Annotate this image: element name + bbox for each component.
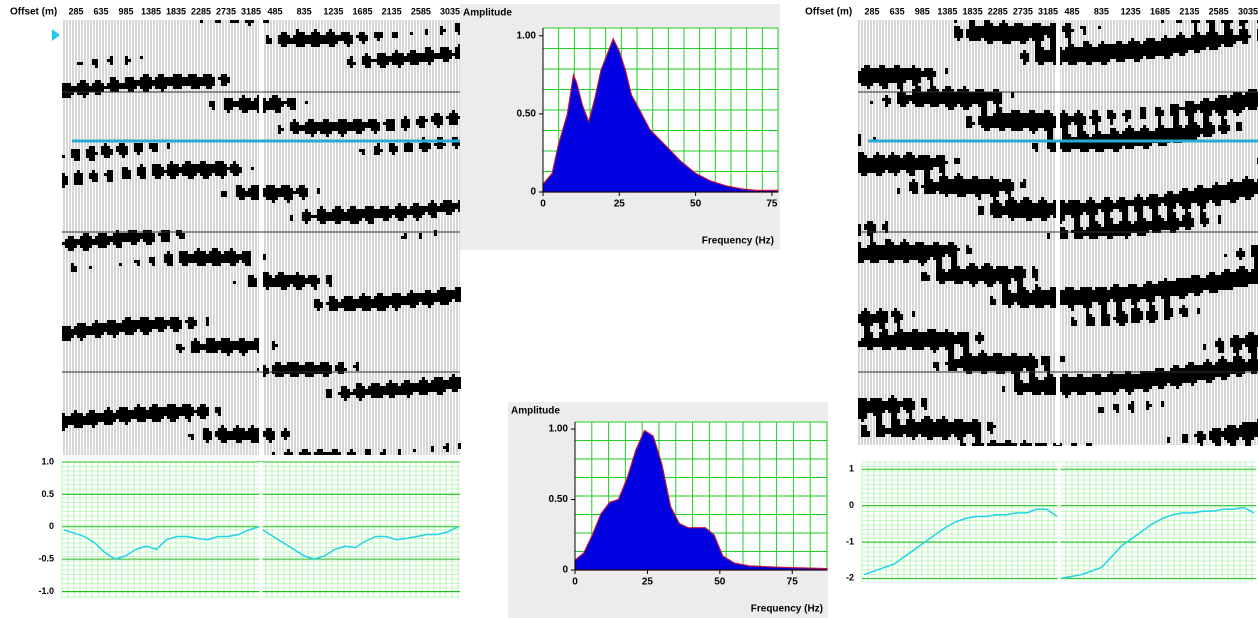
offset-label: 835	[297, 6, 312, 16]
x-tick-label: 50	[690, 199, 702, 210]
offset-label: 2585	[1209, 6, 1229, 16]
offset-label: 285	[68, 6, 83, 16]
x-tick-label: 25	[642, 577, 654, 588]
series-line	[1060, 506, 1255, 580]
y-axis-label: Amplitude	[463, 8, 512, 19]
series-line	[262, 526, 459, 560]
offset-label: 835	[1094, 6, 1109, 16]
seismic-amplitude	[858, 20, 1258, 446]
y-tick-label: 0	[530, 187, 536, 198]
x-tick-label: 75	[787, 577, 799, 588]
offset-label: 1835	[166, 6, 186, 16]
offset-label: 1385	[937, 6, 957, 16]
offset-label: 2285	[988, 6, 1008, 16]
offset-label: 2735	[1013, 6, 1033, 16]
offset-label: 2735	[216, 6, 236, 16]
y-tick-label: 1.0	[41, 456, 54, 466]
offset-label: 3035	[1238, 6, 1258, 16]
y-tick-label: -2	[846, 573, 854, 583]
y-tick-label: -0.5	[38, 554, 54, 564]
offset-label: 485	[1064, 6, 1079, 16]
axis-label: Offset (m)	[10, 7, 57, 18]
offset-label: 485	[267, 6, 282, 16]
x-tick-label: 25	[614, 199, 626, 210]
y-tick-label: 0	[849, 500, 854, 510]
spectrum-area	[574, 429, 828, 571]
offset-label: 1385	[141, 6, 161, 16]
offset-label: 3185	[241, 6, 261, 16]
x-axis-label: Frequency (Hz)	[702, 236, 774, 247]
y-tick-label: -1	[846, 536, 854, 546]
x-tick-label: 0	[572, 577, 578, 588]
x-tick-label: 75	[766, 199, 778, 210]
offset-label: 1685	[1150, 6, 1170, 16]
offset-label: 985	[118, 6, 133, 16]
y-tick-label: 0	[49, 521, 54, 531]
y-tick-label: -1.0	[38, 586, 54, 596]
offset-label: 635	[93, 6, 108, 16]
offset-label: 1235	[323, 6, 343, 16]
series-line	[63, 526, 260, 560]
spectrum-area	[542, 37, 779, 193]
offset-label: 3185	[1038, 6, 1058, 16]
offset-label: 1685	[352, 6, 372, 16]
y-tick-label: 1	[849, 464, 854, 474]
y-tick-label: 0.5	[41, 489, 54, 499]
offset-label: 2285	[191, 6, 211, 16]
offset-label: 985	[915, 6, 930, 16]
x-axis-label: Frequency (Hz)	[751, 604, 823, 615]
y-tick-label: 1.00	[517, 30, 537, 41]
y-axis-label: Amplitude	[511, 406, 560, 417]
y-tick-label: 0	[562, 565, 568, 576]
x-tick-label: 0	[540, 199, 546, 210]
y-tick-label: 0.50	[517, 109, 537, 120]
y-tick-label: 0.50	[549, 494, 569, 505]
gather-divider	[259, 20, 263, 455]
offset-label: 2135	[382, 6, 402, 16]
y-tick-label: 1.00	[549, 424, 569, 435]
offset-label: 3035	[440, 6, 460, 16]
axis-label: Offset (m)	[805, 7, 852, 18]
offset-label: 2135	[1179, 6, 1199, 16]
x-tick-label: 50	[714, 577, 726, 588]
offset-label: 1835	[963, 6, 983, 16]
offset-label: 635	[890, 6, 905, 16]
pick-marker	[52, 29, 60, 41]
offset-label: 2585	[411, 6, 431, 16]
offset-label: 285	[864, 6, 879, 16]
series-line	[863, 508, 1058, 576]
seismic-amplitude	[62, 20, 461, 455]
offset-label: 1235	[1121, 6, 1141, 16]
